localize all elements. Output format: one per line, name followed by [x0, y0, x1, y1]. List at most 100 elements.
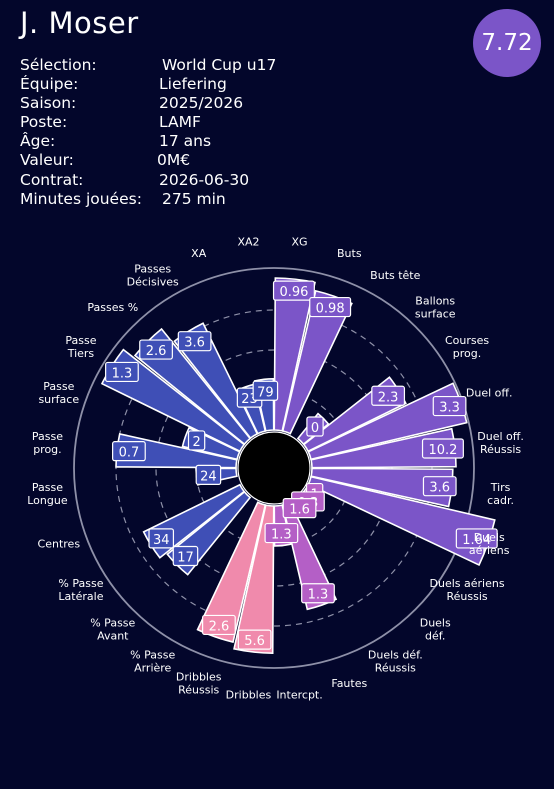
value-label-text: 0.7	[119, 446, 140, 461]
category-label: Dribbles	[226, 689, 272, 702]
info-value: World Cup u17	[162, 56, 277, 74]
value-label: 2	[187, 430, 206, 451]
category-label: Tirs cadr.	[487, 481, 514, 507]
value-label: 10.2	[421, 438, 464, 459]
bar	[281, 289, 353, 435]
bar	[307, 475, 496, 567]
value-label: 0.98	[309, 296, 352, 318]
category-labels: XG Buts Buts tête Ballons surface Courses prog…	[27, 235, 524, 701]
category-label: Passe prog.	[32, 430, 63, 456]
player-name: J. Moser	[20, 6, 139, 40]
category-label: Duel off. Réussis	[477, 430, 524, 456]
category-label: Centres	[38, 537, 81, 550]
value-label: 1.6	[282, 498, 317, 519]
info-value: 17 ans	[159, 132, 212, 150]
value-label-box	[148, 528, 175, 549]
info-label: Âge:	[20, 132, 56, 150]
value-label: 1.3	[264, 522, 299, 544]
value-label-text: 2	[192, 435, 200, 450]
info-value: Liefering	[159, 75, 227, 93]
category-label: XA	[191, 247, 207, 260]
value-label-box	[421, 438, 464, 459]
value-label-text: 2.3	[378, 390, 399, 405]
value-label-box	[105, 361, 139, 383]
outer-ring	[73, 267, 475, 669]
info-value: LAMF	[159, 113, 201, 131]
category-label: Duel off.	[466, 387, 513, 400]
info-label: Saison:	[20, 94, 77, 112]
value-label-text: 3.3	[439, 401, 460, 416]
category-label: Passe Tiers	[65, 334, 96, 360]
value-label-text: 3.6	[429, 481, 450, 496]
bar	[310, 467, 454, 508]
value-label-text: 1.3	[308, 588, 329, 603]
info-label: Poste:	[20, 113, 68, 131]
category-label: Buts	[337, 247, 362, 260]
value-label: 0.7	[112, 441, 146, 462]
category-label: Passe Longue	[27, 481, 68, 507]
value-label-text: 5.6	[244, 634, 265, 649]
info-label: Sélection:	[20, 56, 97, 74]
info-value: 2025/2026	[159, 94, 244, 112]
category-label: Duels aériens	[469, 531, 510, 557]
info-value: 0M€	[157, 151, 191, 169]
bar	[173, 322, 259, 440]
rating-value: 7.72	[481, 30, 533, 56]
value-label: 79	[252, 380, 279, 401]
value-label: 2.6	[139, 339, 173, 360]
value-label: 3.6	[177, 331, 212, 352]
info-label: Équipe:	[20, 75, 79, 93]
category-label: XA2	[237, 235, 259, 248]
value-label-text: 24	[200, 469, 217, 484]
value-label-text: 2.6	[209, 619, 230, 634]
value-label-text: 2.6	[146, 344, 167, 359]
value-label: 17	[172, 545, 199, 567]
grid-ring	[155, 349, 393, 587]
value-label-box	[202, 614, 236, 636]
category-label: Duels déf. Réussis	[368, 649, 423, 675]
value-label-text: 17	[177, 551, 194, 566]
value-label-box	[237, 629, 272, 650]
value-label-text: 1.3	[271, 528, 292, 543]
category-label: Ballons surface	[415, 294, 456, 320]
value-label-box	[264, 522, 299, 544]
value-label: 3.3	[432, 395, 467, 417]
value-label: 0	[306, 416, 324, 437]
bar	[196, 501, 267, 643]
value-label: 5.6	[237, 629, 272, 650]
value-label-text: 1.6	[289, 503, 310, 518]
value-label: 1.3	[105, 361, 139, 383]
value-label-box	[252, 380, 279, 401]
center-hole	[237, 431, 311, 505]
value-label: 0.96	[272, 280, 315, 301]
bar	[310, 427, 457, 469]
bar	[233, 504, 275, 655]
value-label-box	[371, 385, 406, 406]
value-label: 2.6	[202, 614, 236, 636]
value-label: 24	[195, 464, 222, 485]
value-label: 2.3	[371, 385, 406, 406]
category-label: Intercpt.	[276, 689, 322, 702]
info-value: 275 min	[162, 190, 226, 208]
value-label-text: 1.64	[462, 533, 491, 548]
value-label-box	[139, 339, 173, 360]
category-label: Courses prog.	[445, 334, 489, 360]
value-label-box	[172, 545, 199, 567]
value-label-text: 3.6	[184, 336, 205, 351]
category-label: % Passe Arrière	[130, 649, 175, 675]
category-label: Passes Décisives	[127, 262, 179, 288]
bar	[273, 277, 316, 432]
value-label-box	[301, 583, 335, 604]
value-label: 1.64	[455, 528, 498, 549]
value-label-box	[112, 441, 146, 462]
value-label-box	[306, 416, 324, 437]
info-label: Contrat:	[20, 171, 84, 189]
value-label-box	[272, 280, 315, 301]
category-label: Dribbles Réussis	[176, 671, 222, 697]
value-label-box	[455, 528, 498, 549]
value-label-text: 79	[257, 385, 274, 400]
grid-ring	[115, 309, 433, 627]
value-label-box	[432, 395, 467, 417]
value-label-box	[309, 296, 352, 318]
